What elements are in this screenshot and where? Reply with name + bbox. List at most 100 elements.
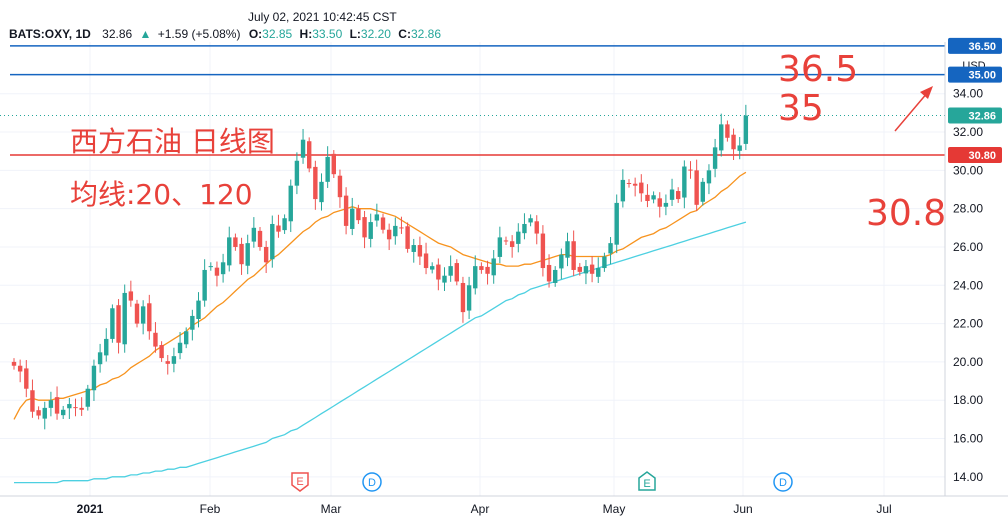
candle-body: [61, 409, 66, 416]
level-badge-label: 35.00: [968, 70, 996, 82]
candle: [300, 128, 306, 164]
candle: [485, 260, 490, 285]
candle: [719, 113, 724, 157]
x-tick-label: May: [603, 502, 626, 516]
x-tick-label: Jul: [876, 502, 891, 516]
candle: [534, 215, 539, 245]
header-high-label: H:: [300, 27, 313, 41]
candle-body: [116, 305, 121, 343]
candle: [153, 322, 158, 353]
candle: [460, 276, 466, 323]
dividend-icon: [773, 472, 793, 492]
header-last: 32.86: [102, 27, 132, 41]
candle: [116, 299, 121, 354]
candle: [393, 217, 398, 245]
candle-body: [42, 407, 47, 419]
price-axis[interactable]: USD 14.0016.0018.0020.0022.0024.0026.002…: [944, 37, 1002, 496]
candle-body: [663, 202, 669, 207]
candle: [589, 256, 595, 283]
candle: [620, 169, 626, 208]
candle-body: [104, 338, 109, 356]
candle: [140, 300, 146, 335]
candle: [190, 309, 195, 341]
candle: [42, 401, 47, 430]
candle: [430, 262, 435, 274]
y-tick-label: 26.00: [953, 240, 983, 254]
candle: [307, 137, 312, 173]
candle-body: [245, 243, 250, 266]
candle: [479, 262, 484, 274]
time-axis[interactable]: 2021 Feb Mar Apr May Jun Jul: [0, 495, 1008, 516]
candle-body: [263, 246, 269, 263]
candle: [565, 232, 570, 267]
earnings-marker-mar[interactable]: E: [291, 472, 309, 492]
candle: [743, 104, 749, 151]
price-ticks: 14.00 16.00 18.00 20.00 22.00 24.00 26.00 28.00…: [953, 87, 983, 484]
y-tick-label: 30.00: [953, 163, 983, 177]
dividend-icon: [362, 472, 382, 492]
earnings-letter: E: [296, 476, 303, 488]
candle-body: [184, 331, 189, 345]
x-tick-label: Apr: [471, 502, 490, 516]
candle: [491, 250, 496, 284]
level-badge-label: 36.50: [968, 41, 996, 53]
candle: [239, 237, 244, 275]
candle-body: [700, 181, 705, 202]
candle: [214, 261, 220, 287]
header-low-label: L:: [350, 27, 361, 41]
candle-body: [386, 229, 392, 240]
candle-body: [294, 160, 300, 186]
level-badge: [948, 66, 1002, 83]
candle: [122, 284, 127, 353]
candle: [669, 178, 675, 206]
candle-body: [147, 303, 152, 332]
candle: [17, 359, 23, 383]
candle-body: [325, 156, 330, 182]
dividend-marker-jun[interactable]: D: [773, 472, 793, 492]
annotation-target-mid: 35: [778, 88, 824, 129]
candle-body: [251, 227, 257, 242]
earnings-letter: E: [643, 478, 650, 490]
candle-body: [67, 404, 72, 409]
header-close: 32.86: [411, 27, 441, 41]
candle-body: [712, 147, 718, 169]
dividend-marker-mar[interactable]: D: [362, 472, 382, 492]
candle-body: [589, 264, 595, 274]
candle-body: [466, 285, 472, 311]
candle: [48, 391, 54, 417]
level-badge-label: 30.80: [968, 150, 996, 162]
candle: [343, 187, 349, 235]
earnings-marker-may[interactable]: E: [638, 471, 656, 491]
candle-body: [380, 217, 386, 230]
candle: [497, 226, 503, 264]
candle-body: [442, 275, 447, 283]
candle-body: [503, 240, 509, 242]
candle: [73, 398, 78, 417]
candle-body: [220, 262, 226, 275]
candle: [682, 160, 687, 209]
y-tick-label: 16.00: [953, 432, 983, 446]
candle-body: [30, 390, 35, 412]
candle: [85, 384, 90, 411]
candle-body: [632, 183, 638, 186]
candle-body: [731, 134, 736, 150]
candle-body: [565, 241, 570, 258]
candle-body: [479, 266, 484, 270]
candle-body: [134, 303, 140, 324]
y-tick-label: 28.00: [953, 202, 983, 216]
candle-body: [553, 269, 558, 283]
candle-body: [356, 208, 361, 221]
candle-body: [270, 223, 275, 260]
candle: [220, 253, 226, 283]
candle-body: [319, 181, 324, 203]
candle-body: [485, 266, 490, 274]
candle-body: [583, 266, 589, 274]
candle: [54, 386, 60, 420]
candle-body: [153, 332, 158, 347]
header-open: 32.85: [262, 27, 292, 41]
candle: [522, 213, 527, 240]
candle: [583, 259, 589, 285]
annotation-target-high: 36.5: [778, 49, 858, 90]
candle-body: [110, 308, 115, 339]
